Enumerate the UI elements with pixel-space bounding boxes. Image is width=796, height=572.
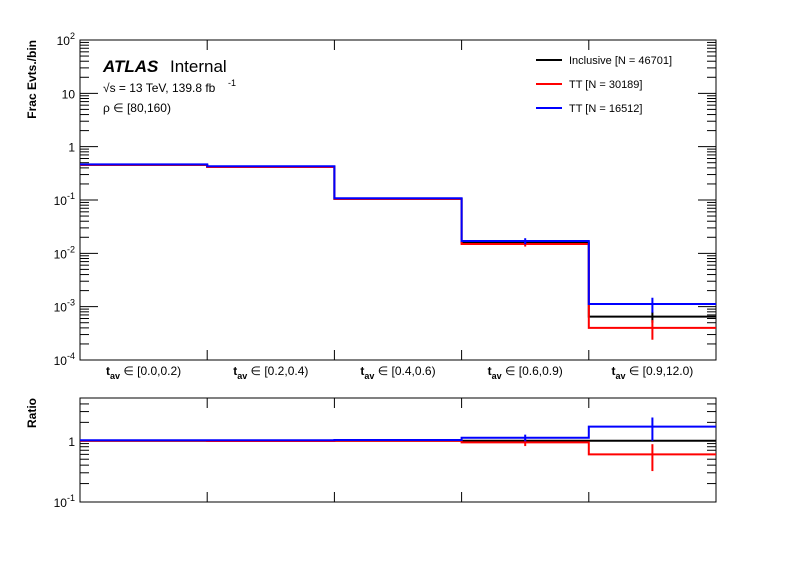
y-tick-label: 10-1 xyxy=(54,493,75,510)
series-line xyxy=(80,425,716,442)
y-tick-label: 10-2 xyxy=(54,244,75,261)
category-label: tav ∈ [0.0,0.2) xyxy=(106,364,181,381)
category-labels: tav ∈ [0.0,0.2) tav ∈ [0.2,0.4) tav ∈ [0.4… xyxy=(106,364,693,381)
ratio-plot-frame xyxy=(79,397,717,503)
legend: Inclusive [N = 46701] TT [N = 30189] TT … xyxy=(536,55,672,115)
y-tick-label: 102 xyxy=(57,31,75,48)
ratio-y-axis-label: Ratio xyxy=(25,398,39,428)
ratio-series-group xyxy=(80,417,716,472)
top-y-tick-labels: 102 10 1 10-1 10-2 10-3 10-4 xyxy=(54,31,76,368)
category-label: tav ∈ [0.2,0.4) xyxy=(233,364,308,381)
top-y-axis-label: Frac Evts./bin xyxy=(25,40,39,119)
y-tick-label: 1 xyxy=(68,435,75,449)
top-axis-ticks xyxy=(80,39,716,361)
atlas-label: ATLAS xyxy=(102,57,159,76)
internal-label: Internal xyxy=(170,57,227,76)
y-tick-label: 10-4 xyxy=(54,351,75,368)
y-tick-label: 1 xyxy=(68,141,75,155)
ratio-axis-ticks xyxy=(80,397,716,503)
category-label: tav ∈ [0.4,0.6) xyxy=(360,364,435,381)
category-label: tav ∈ [0.9,12.0) xyxy=(611,364,693,381)
series-line xyxy=(80,163,716,318)
series-line xyxy=(80,439,716,456)
legend-label-tt-blue: TT [N = 16512] xyxy=(569,103,642,115)
legend-label-tt-red: TT [N = 30189] xyxy=(569,79,642,91)
top-series-group xyxy=(80,163,716,340)
y-tick-label: 10 xyxy=(62,87,76,101)
legend-label-inclusive: Inclusive [N = 46701] xyxy=(569,55,672,67)
y-tick-label: 10-1 xyxy=(54,191,75,208)
category-label: tav ∈ [0.6,0.9) xyxy=(488,364,563,381)
ratio-y-tick-labels: 1 10-1 xyxy=(54,435,76,510)
y-tick-label: 10-3 xyxy=(54,298,75,315)
rho-label: ρ ∈ [80,160) xyxy=(103,101,171,115)
energy-exponent: -1 xyxy=(228,78,236,88)
energy-label: √s = 13 TeV, 139.8 fb xyxy=(103,81,216,95)
series-line xyxy=(80,163,716,306)
